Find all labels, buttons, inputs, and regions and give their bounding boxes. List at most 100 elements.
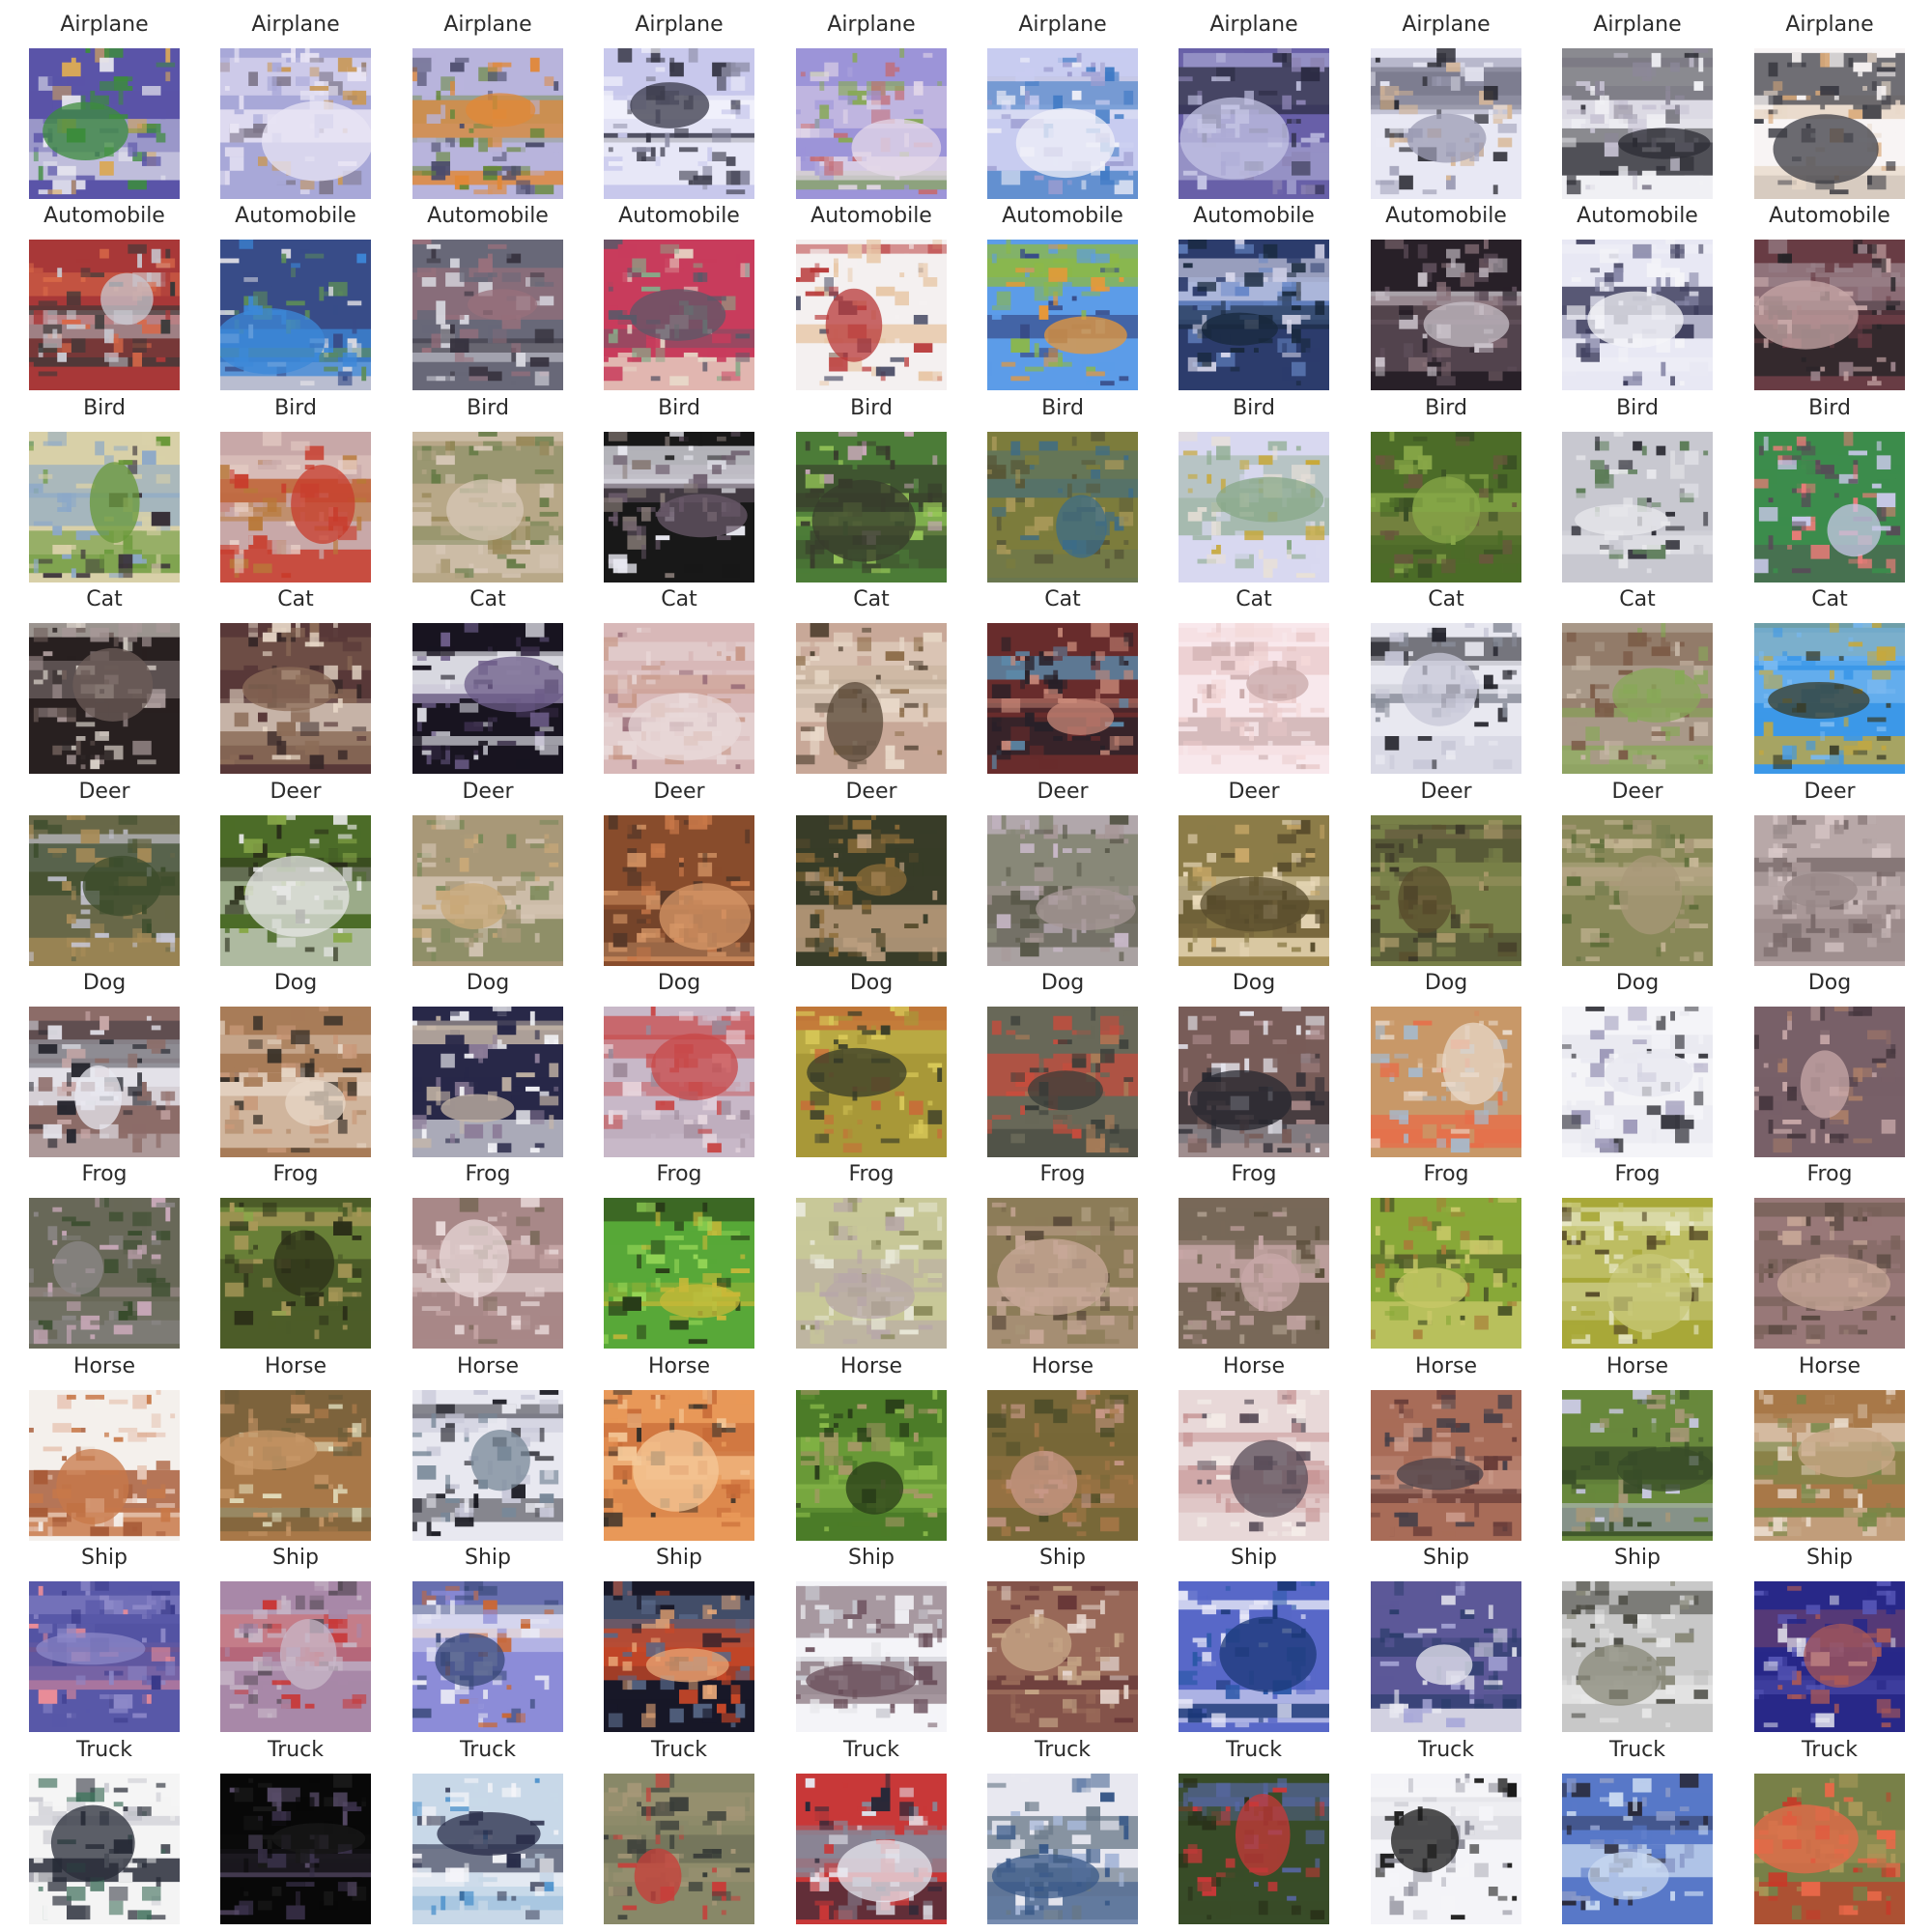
- sample-pixel-block: [118, 815, 138, 825]
- sample-pixel-block: [1464, 641, 1484, 657]
- sample-pixel-block: [1038, 1044, 1054, 1059]
- sample-pixel-block: [1295, 445, 1301, 451]
- sample-pixel-block: [412, 67, 417, 82]
- sample-pixel-block: [1432, 759, 1437, 770]
- sample-pixel-block: [608, 712, 623, 718]
- sample-pixel-block: [852, 465, 858, 469]
- sample-pixel-block: [645, 338, 661, 349]
- sample-pixel-block: [1292, 1063, 1296, 1073]
- sample-pixel-block: [539, 554, 559, 569]
- sample-pixel-block: [1020, 886, 1039, 900]
- sample-pixel-block: [506, 834, 517, 849]
- sample-subject: [1246, 666, 1309, 701]
- sample-pixel-block: [431, 731, 437, 736]
- sample-pixel-block: [796, 277, 801, 282]
- sample-pixel-block: [1179, 243, 1188, 254]
- sample-cell: Cat: [220, 584, 371, 776]
- sample-pixel-block: [1595, 698, 1600, 713]
- sample-pixel-block: [80, 268, 91, 277]
- sample-pixel-block: [95, 731, 109, 741]
- sample-pixel-block: [805, 881, 825, 895]
- sample-pixel-block: [132, 152, 147, 161]
- sample-pixel-block: [1053, 95, 1063, 110]
- sample-pixel-block: [43, 286, 48, 297]
- sample-pixel-block: [521, 646, 540, 657]
- sample-pixel-block: [1091, 469, 1100, 479]
- sample-pixel-block: [1576, 81, 1591, 86]
- sample-pixel-block: [142, 156, 161, 166]
- sample-pixel-block: [857, 764, 867, 770]
- sample-pixel-block: [156, 356, 166, 362]
- generated-sample-image: [412, 48, 563, 199]
- sample-pixel-block: [1782, 253, 1792, 264]
- sample-pixel-block: [29, 1082, 34, 1092]
- sample-pixel-block: [1876, 324, 1882, 329]
- sample-pixel-block: [612, 914, 628, 924]
- sample-pixel-block: [123, 914, 133, 920]
- sample-pixel-block: [1417, 623, 1433, 633]
- sample-pixel-block: [721, 563, 741, 579]
- sample-pixel-block: [85, 67, 91, 77]
- sample-pixel-block: [1853, 366, 1872, 372]
- sample-pixel-block: [1693, 722, 1709, 736]
- sample-pixel-block: [1220, 871, 1226, 877]
- sample-pixel-block: [1613, 432, 1624, 437]
- sample-mosaic: [796, 815, 947, 966]
- sample-pixel-block: [1310, 876, 1321, 887]
- sample-pixel-block: [1417, 736, 1433, 741]
- sample-pixel-block: [875, 338, 886, 344]
- sample-pixel-block: [1239, 460, 1250, 469]
- generated-sample-image: [796, 48, 947, 199]
- sample-pixel-block: [1389, 1020, 1405, 1036]
- sample-pixel-block: [655, 632, 675, 642]
- sample-pixel-block: [1422, 1053, 1437, 1068]
- sample-pixel-block: [1239, 745, 1254, 751]
- sample-pixel-block: [1651, 1035, 1671, 1049]
- sample-subject: [291, 465, 355, 545]
- sample-mosaic: [29, 48, 180, 199]
- sample-pixel-block: [62, 1044, 81, 1049]
- sample-pixel-block: [1576, 1100, 1596, 1106]
- sample-mosaic: [796, 1007, 947, 1157]
- sample-pixel-block: [612, 1063, 628, 1078]
- sample-pixel-block: [501, 272, 522, 282]
- sample-pixel-block: [459, 124, 465, 128]
- sample-pixel-block: [1670, 516, 1675, 531]
- generated-sample-image: [1562, 1007, 1713, 1157]
- sample-pixel-block: [464, 722, 484, 732]
- sample-pixel-block: [996, 914, 1011, 928]
- sample-pixel-block: [660, 661, 666, 666]
- sample-pixel-block: [829, 286, 838, 297]
- sample-pixel-block: [156, 473, 171, 484]
- sample-pixel-block: [608, 815, 618, 830]
- sample-pixel-block: [95, 1058, 109, 1064]
- sample-pixel-block: [128, 180, 147, 190]
- generated-sample-image: [604, 432, 754, 582]
- sample-pixel-block: [1182, 745, 1188, 755]
- sample-pixel-block: [1782, 445, 1788, 451]
- sample-pixel-block: [1020, 942, 1039, 957]
- sample-cell: Dog: [987, 968, 1138, 1159]
- sample-pixel-block: [67, 815, 86, 820]
- sample-pixel-block: [1585, 895, 1596, 900]
- sample-pixel-block: [431, 731, 450, 736]
- sample-pixel-block: [824, 62, 838, 77]
- sample-pixel-block: [1399, 104, 1418, 115]
- sample-pixel-block: [342, 641, 362, 652]
- sample-pixel-block: [622, 366, 638, 372]
- sample-pixel-block: [108, 1311, 119, 1321]
- sample-pixel-block: [1010, 338, 1030, 353]
- generated-sample-image: [1754, 432, 1905, 582]
- sample-pixel-block: [1876, 871, 1896, 877]
- sample-pixel-block: [1651, 646, 1671, 657]
- sample-pixel-block: [511, 371, 530, 377]
- sample-pixel-block: [1216, 511, 1231, 522]
- sample-pixel-block: [838, 460, 843, 466]
- sample-pixel-block: [1249, 651, 1268, 661]
- sample-pixel-block: [1109, 52, 1129, 58]
- sample-pixel-block: [286, 1301, 296, 1307]
- sample-pixel-block: [1025, 712, 1035, 727]
- sample-pixel-block: [549, 881, 554, 891]
- sample-mosaic: [1371, 48, 1521, 199]
- sample-mosaic: [1754, 1007, 1905, 1157]
